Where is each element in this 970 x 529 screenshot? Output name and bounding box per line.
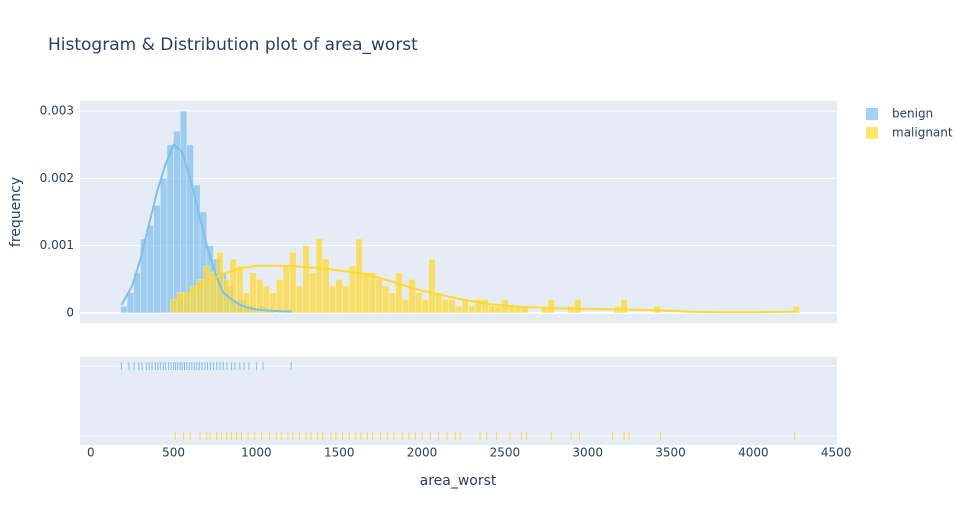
histogram-bar — [428, 258, 436, 314]
x-tick-label: 2000 — [407, 446, 438, 460]
histogram-bar — [368, 272, 376, 314]
legend-label[interactable]: malignant — [892, 126, 953, 140]
histogram-bar — [382, 285, 390, 314]
histogram-bar — [441, 299, 449, 314]
histogram-bar — [494, 305, 502, 314]
histogram-bar — [302, 245, 310, 314]
histogram-bar — [309, 272, 317, 314]
histogram-bar — [242, 292, 251, 314]
histogram-bar — [166, 144, 174, 314]
y-tick-label: 0 — [66, 305, 74, 319]
histogram-bar — [322, 258, 330, 314]
histogram-bar — [179, 110, 188, 314]
histogram-bar — [342, 285, 350, 314]
histogram-bar — [335, 279, 343, 314]
legend-label[interactable]: benign — [892, 107, 933, 121]
y-tick-label: 0.003 — [40, 104, 74, 118]
histogram-bar — [153, 205, 161, 314]
x-axis-label: area_worst — [420, 473, 497, 489]
x-tick-label: 500 — [162, 446, 185, 460]
y-tick-label: 0.002 — [40, 171, 74, 185]
histogram-bar — [547, 299, 555, 314]
histogram-bar — [140, 238, 148, 314]
histogram-bar — [236, 265, 244, 314]
histogram-bar — [329, 285, 337, 314]
histogram-bar — [401, 299, 410, 314]
histogram-bar — [388, 292, 396, 314]
histogram-bar — [249, 272, 257, 314]
x-tick-label: 1000 — [241, 446, 272, 460]
histogram-bar — [295, 285, 304, 314]
histogram-bar — [574, 299, 582, 314]
legend-swatch[interactable] — [866, 108, 878, 120]
y-axis-label: frequency — [8, 177, 24, 247]
histogram-bar — [415, 292, 423, 314]
histogram-bar — [408, 279, 416, 314]
x-tick-label: 3500 — [655, 446, 686, 460]
histogram-bar — [203, 265, 211, 314]
histogram-bar — [289, 252, 297, 314]
histogram-bar — [620, 299, 628, 314]
histogram-bar — [454, 305, 463, 314]
kde-line — [120, 143, 292, 313]
kde-line — [174, 264, 795, 314]
x-tick-label: 3000 — [572, 446, 603, 460]
histogram-bar — [375, 279, 383, 314]
histogram-bar — [468, 305, 476, 314]
histogram-bar — [488, 305, 496, 314]
y-tick-label: 0.001 — [40, 238, 74, 252]
histogram-bar — [461, 299, 469, 314]
histogram-bar — [282, 265, 290, 314]
histogram-bar — [421, 299, 429, 314]
histogram-bar — [362, 272, 370, 314]
histogram-bar — [229, 258, 237, 314]
histogram-bar — [160, 178, 168, 314]
legend-swatch[interactable] — [866, 127, 878, 139]
plot-background — [80, 357, 837, 445]
x-tick-label: 4000 — [738, 446, 769, 460]
histogram-bar — [315, 238, 323, 314]
x-tick-label: 4500 — [821, 446, 852, 460]
histogram-bar — [448, 299, 456, 314]
histogram-bar — [276, 279, 284, 314]
histogram-bar — [256, 279, 264, 314]
histogram-bar — [173, 131, 181, 314]
histogram-bar — [481, 299, 489, 314]
x-tick-label: 0 — [87, 446, 95, 460]
chart-title: Histogram & Distribution plot of area_wo… — [48, 35, 418, 55]
histogram-bar — [146, 225, 154, 314]
histogram-bar — [170, 299, 178, 314]
histogram-bar — [262, 285, 270, 314]
x-tick-label: 1500 — [324, 446, 355, 460]
histogram-bar — [395, 272, 403, 314]
x-tick-label: 2500 — [490, 446, 521, 460]
histogram-bar — [792, 305, 800, 314]
histogram-bar — [126, 292, 135, 314]
histogram-bar — [120, 305, 128, 314]
histogram-bar — [355, 238, 363, 314]
